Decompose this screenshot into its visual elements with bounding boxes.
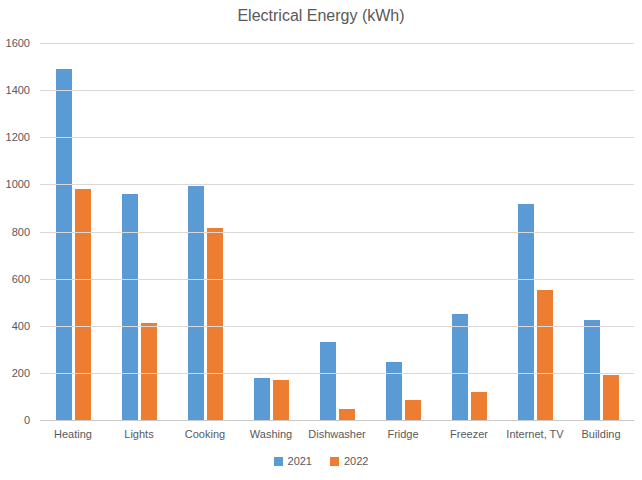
- chart-title: Electrical Energy (kWh): [0, 7, 642, 25]
- legend-swatch-2021: [274, 457, 283, 466]
- y-tick-label: 800: [12, 227, 30, 238]
- gridline: [40, 232, 634, 233]
- gridline: [40, 279, 634, 280]
- bar-2021: [452, 314, 468, 420]
- bar-2021: [518, 204, 534, 420]
- chart-container: Electrical Energy (kWh) 0 200 400 600 800 100…: [0, 0, 642, 480]
- bar-2022: [75, 189, 91, 420]
- legend-item-2022: 2022: [330, 455, 368, 467]
- gridline: [40, 184, 634, 185]
- x-axis: HeatingLightsCookingWashingDishwasherFri…: [40, 421, 634, 440]
- bar-2022: [141, 323, 157, 420]
- gridline: [40, 373, 634, 374]
- bar-2021: [386, 362, 402, 420]
- bar-2021: [254, 378, 270, 420]
- legend: 2021 2022: [0, 455, 642, 467]
- gridline: [40, 137, 634, 138]
- bar-2021: [56, 69, 72, 420]
- bar-2022: [207, 228, 223, 420]
- x-category-label: Internet, TV: [502, 421, 568, 440]
- bar-2021: [188, 186, 204, 420]
- y-tick-label: 400: [12, 321, 30, 332]
- x-category-label: Fridge: [370, 421, 436, 440]
- gridline: [40, 43, 634, 44]
- y-tick-label: 1400: [6, 85, 30, 96]
- bar-2022: [603, 375, 619, 420]
- x-category-label: Lights: [106, 421, 172, 440]
- plot-area: [40, 43, 634, 421]
- y-tick-label: 0: [24, 415, 30, 426]
- bar-2022: [405, 400, 421, 420]
- x-category-label: Building: [568, 421, 634, 440]
- gridline: [40, 90, 634, 91]
- y-tick-label: 1000: [6, 179, 30, 190]
- bar-2022: [273, 380, 289, 420]
- bar-2022: [471, 392, 487, 420]
- x-category-label: Dishwasher: [304, 421, 370, 440]
- bar-2021: [122, 194, 138, 420]
- x-category-label: Washing: [238, 421, 304, 440]
- legend-item-2021: 2021: [274, 455, 312, 467]
- bar-2021: [584, 320, 600, 420]
- bar-2022: [537, 290, 553, 420]
- y-tick-label: 200: [12, 368, 30, 379]
- gridline: [40, 326, 634, 327]
- y-tick-label: 600: [12, 274, 30, 285]
- bar-2021: [320, 342, 336, 420]
- x-category-label: Heating: [40, 421, 106, 440]
- y-axis: 02004006008001000120014001600: [0, 43, 32, 420]
- x-category-label: Freezer: [436, 421, 502, 440]
- x-category-label: Cooking: [172, 421, 238, 440]
- legend-label-2021: 2021: [288, 455, 312, 467]
- y-tick-label: 1600: [6, 38, 30, 49]
- bar-2022: [339, 409, 355, 420]
- y-tick-label: 1200: [6, 132, 30, 143]
- legend-label-2022: 2022: [344, 455, 368, 467]
- legend-swatch-2022: [330, 457, 339, 466]
